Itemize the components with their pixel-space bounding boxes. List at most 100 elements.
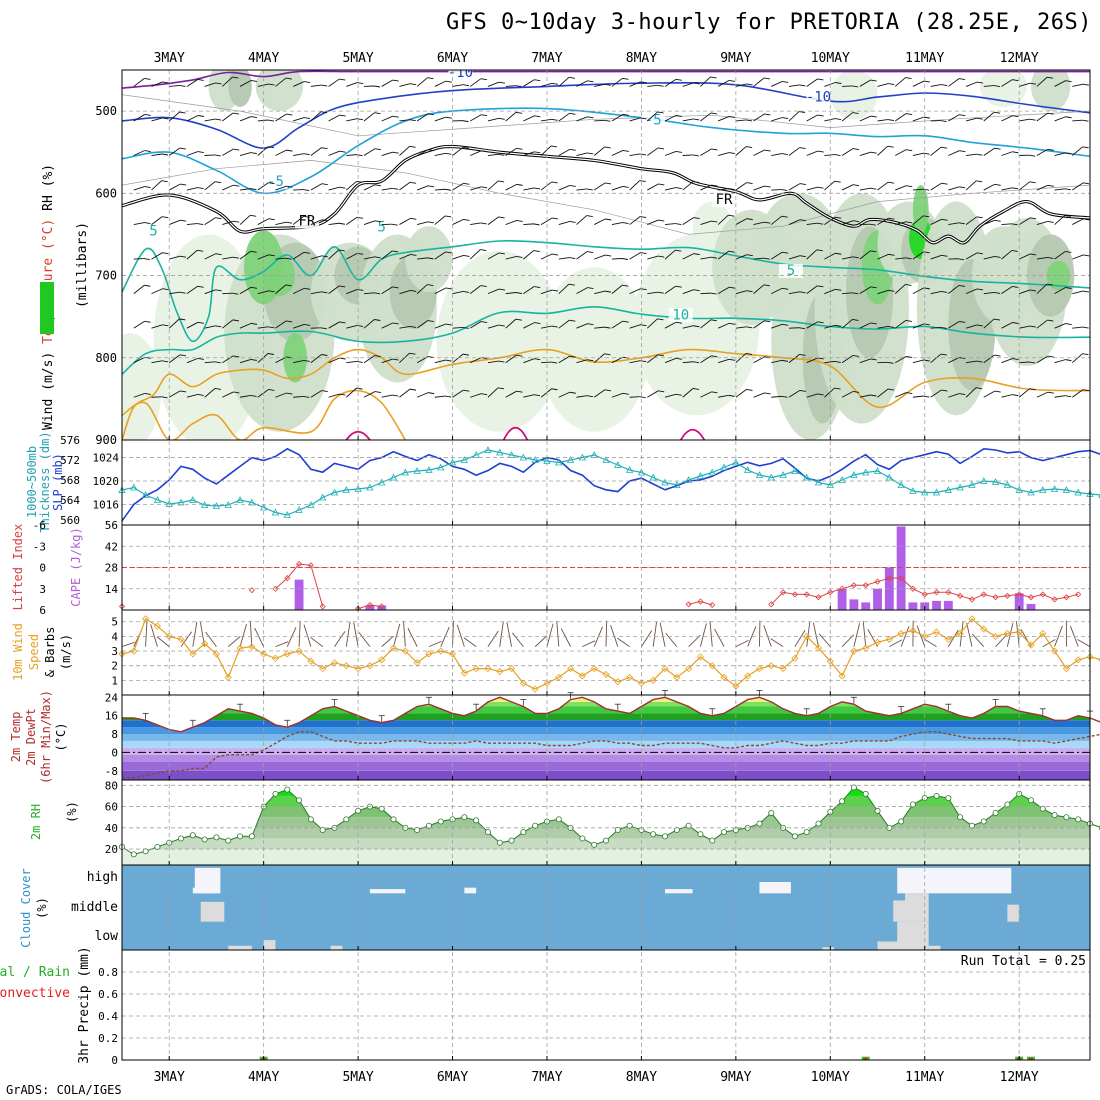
wind-barb (144, 150, 151, 152)
wind-barb (310, 291, 322, 295)
wind-barb (399, 181, 411, 191)
wind-barb (682, 388, 694, 398)
wind-barb (558, 391, 570, 398)
wind-barb (781, 395, 788, 398)
wind-barb (764, 149, 771, 152)
wind-barb (428, 185, 435, 188)
wind-barb (771, 251, 783, 260)
wind-barb (162, 252, 169, 255)
wind-barb (434, 188, 446, 191)
wind-barb (693, 118, 700, 121)
surface-wind-barb (310, 636, 323, 647)
wind-barb (310, 183, 323, 191)
wind-barb (292, 251, 305, 260)
wind-barb (735, 389, 747, 398)
thickness-marker (602, 456, 610, 463)
temperature-band (122, 740, 1090, 748)
cape-bar (884, 567, 894, 610)
wind-barb (452, 218, 464, 225)
isotherm-line (122, 305, 1090, 375)
wind-barb (852, 148, 860, 151)
wind-barb (1047, 112, 1054, 115)
wind-speed-marker (1003, 629, 1011, 638)
thickness-marker (838, 476, 846, 483)
rh-marker (721, 829, 728, 836)
day-label-bottom: 11MAY (905, 1070, 944, 1085)
wind-barb (824, 82, 836, 87)
wind-barb (470, 321, 482, 329)
surface-wind-barb (1054, 625, 1063, 647)
wind-barb (257, 119, 269, 122)
wind-speed-marker (932, 628, 941, 636)
wind-barb (179, 84, 186, 87)
wind-barb (445, 80, 452, 83)
thickness-marker (779, 471, 787, 478)
surface-wind-barb (249, 620, 253, 647)
wind-barb (1054, 359, 1066, 364)
wind-barb (576, 287, 588, 295)
contour-label: -10 (448, 65, 473, 81)
wind-barb (835, 288, 842, 291)
wind-barb (328, 357, 340, 364)
wind-barb (161, 153, 169, 156)
wind-barb (906, 356, 913, 358)
wind-speed-marker (909, 626, 917, 635)
wind-barb (682, 118, 694, 122)
wind-barb (941, 182, 948, 185)
wind-speed-marker (248, 643, 256, 651)
wind-tick-label: 2 (111, 660, 118, 673)
lifted-index-marker (803, 591, 810, 598)
wind-barb (799, 219, 807, 222)
wind-barb (877, 181, 889, 191)
wind-barb (416, 392, 429, 398)
li-tick-label: -3 (33, 540, 46, 553)
wind-barb (498, 288, 506, 291)
wind-barb (1001, 286, 1013, 295)
wind-barb (133, 114, 145, 122)
wind-speed-marker (543, 679, 551, 687)
wind-barb (894, 356, 907, 364)
rh-marker (614, 826, 621, 833)
wind-barb (771, 287, 783, 295)
wind-speed-marker (578, 672, 586, 680)
thickness-marker (1027, 488, 1035, 496)
wind-barb (1047, 391, 1054, 394)
wind-barb (888, 181, 895, 184)
wind-barb (328, 222, 340, 226)
wind-barb (852, 112, 859, 115)
wind-barb (940, 120, 947, 122)
wind-barb (693, 253, 700, 256)
wind-barb (534, 322, 541, 325)
cape-bar (861, 602, 871, 610)
wind-barb (285, 77, 292, 80)
wind-barb (169, 84, 180, 87)
wind-barb (434, 215, 446, 225)
rh-marker (862, 790, 869, 797)
wind-barb (470, 114, 482, 122)
wind-speed-marker (826, 657, 834, 665)
wind-barb (711, 220, 718, 223)
wind-barb (817, 150, 824, 153)
wind-barb (664, 115, 677, 122)
wind-barb (895, 185, 907, 191)
wind-barb (523, 250, 535, 260)
wind-barb (576, 359, 588, 364)
wind-barb (304, 287, 311, 290)
wind-speed-marker (732, 682, 740, 690)
wind-barb (346, 325, 358, 329)
upper-wind-barbs (133, 76, 1090, 399)
wind-barb (1072, 254, 1084, 260)
wind-barb (463, 291, 470, 293)
wind-barb (682, 253, 694, 260)
wind-barb (682, 82, 694, 87)
wind-barb (463, 389, 470, 392)
wind-barb (222, 319, 234, 329)
wind-barb (894, 113, 907, 122)
wind-barb (551, 118, 558, 121)
thickness-marker (295, 506, 303, 513)
wind-barb (215, 289, 222, 292)
wind-barb (835, 82, 842, 84)
wind-barb (611, 320, 623, 329)
wind-barb (746, 388, 753, 391)
day-label-top: 12MAY (1000, 51, 1039, 66)
